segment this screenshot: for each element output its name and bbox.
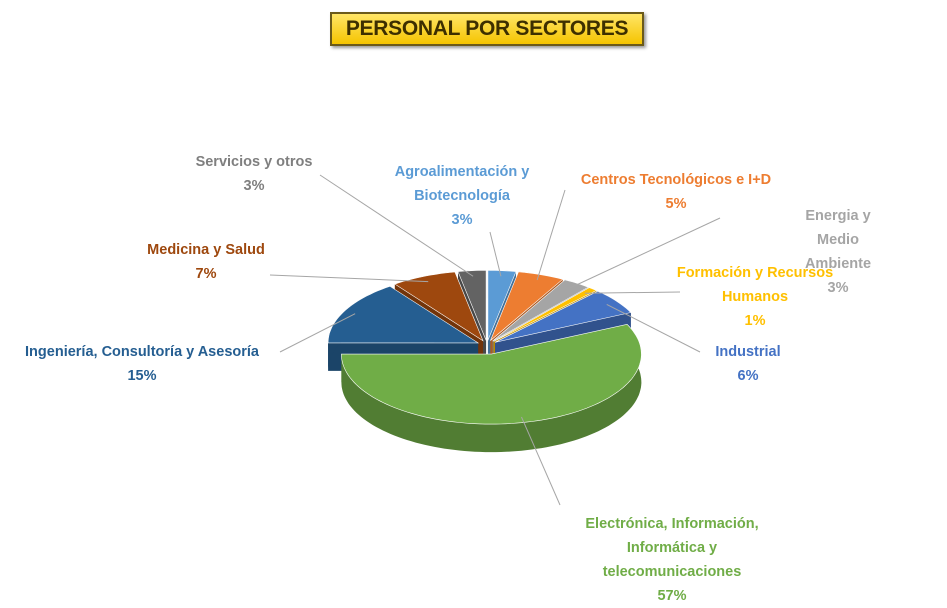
slice <box>493 287 598 342</box>
leader-line <box>569 217 721 289</box>
value-label: 3% <box>243 178 265 194</box>
leader-line <box>279 313 356 353</box>
leader-line <box>269 274 429 283</box>
slice <box>394 271 484 342</box>
data-label: Centros Tecnológicos e I+D 5% <box>581 168 771 216</box>
category-label: Medicina y Salud <box>147 242 265 258</box>
leader-line <box>489 231 502 277</box>
slice <box>492 279 589 342</box>
category-label: Centros Tecnológicos e I+D <box>580 172 772 188</box>
slice <box>457 270 487 341</box>
leader-line <box>584 291 681 294</box>
slice-side <box>341 324 642 453</box>
leader-line <box>521 416 561 506</box>
data-label: Ingeniería, Consultoría y Asesoría 15% <box>25 340 259 388</box>
data-label: Agroalimentación y Biotecnología 3% <box>395 160 530 232</box>
category-label: Energia y Medio Ambiente <box>804 208 872 272</box>
value-label: 5% <box>665 196 687 212</box>
value-label: 1% <box>744 313 766 329</box>
data-label: Medicina y Salud 7% <box>147 238 265 286</box>
category-label: Industrial <box>715 344 781 360</box>
slice <box>490 271 564 341</box>
data-label: Servicios y otros 3% <box>196 150 313 198</box>
data-label: Industrial 6% <box>715 340 780 388</box>
category-label: Electrónica, Información, Informática y … <box>585 516 759 580</box>
category-label: Agroalimentación y Biotecnología <box>394 164 530 204</box>
value-label: 7% <box>195 266 217 282</box>
value-label: 15% <box>127 368 157 384</box>
leader-line <box>319 174 474 277</box>
leader-line <box>536 189 566 281</box>
data-label: Energia y Medio Ambiente 3% <box>784 204 893 300</box>
chart-title: PERSONAL POR SECTORES <box>330 12 644 46</box>
category-label: Ingeniería, Consultoría y Asesoría <box>25 344 259 360</box>
data-label: Electrónica, Información, Informática y … <box>585 512 758 608</box>
data-label: Formación y Recursos Humanos 1% <box>677 261 833 333</box>
slice <box>487 270 517 341</box>
value-label: 3% <box>451 212 473 228</box>
value-label: 57% <box>657 588 687 604</box>
leader-line <box>606 303 701 353</box>
category-label: Servicios y otros <box>195 154 313 170</box>
slice <box>327 285 480 344</box>
category-label: Formación y Recursos Humanos <box>676 265 834 305</box>
value-label: 6% <box>737 368 759 384</box>
value-label: 3% <box>827 280 849 296</box>
